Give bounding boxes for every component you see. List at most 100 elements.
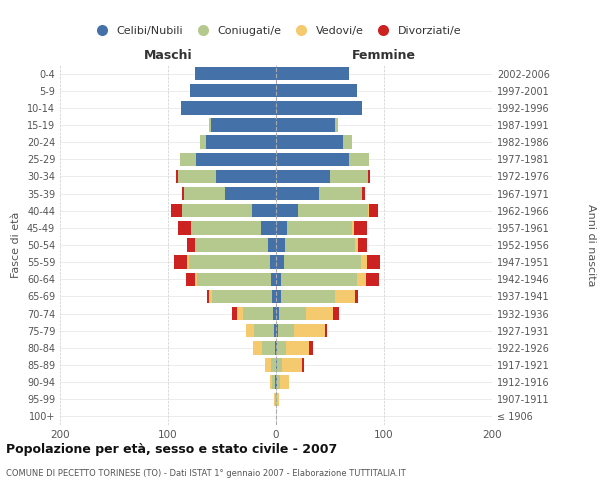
Bar <box>268 238 276 252</box>
Bar <box>209 290 212 303</box>
Bar <box>352 221 354 234</box>
Bar <box>175 256 187 269</box>
Bar <box>195 238 268 252</box>
Bar <box>362 187 365 200</box>
Bar <box>261 221 276 234</box>
Bar <box>271 358 276 372</box>
Bar <box>273 307 276 320</box>
Bar <box>276 290 281 303</box>
Bar <box>272 376 275 389</box>
Bar <box>368 204 369 218</box>
Bar <box>206 136 276 149</box>
Bar <box>280 376 289 389</box>
Bar <box>276 84 357 98</box>
Bar <box>284 238 355 252</box>
Bar <box>343 136 352 149</box>
Bar <box>276 341 277 354</box>
Bar <box>178 221 191 234</box>
Bar <box>283 358 302 372</box>
Bar <box>200 136 206 149</box>
Bar <box>187 238 195 252</box>
Bar <box>180 152 196 166</box>
Bar <box>265 358 271 372</box>
Bar <box>215 170 276 183</box>
Bar <box>302 358 304 372</box>
Bar <box>277 358 283 372</box>
Bar <box>277 341 286 354</box>
Bar <box>182 187 184 200</box>
Bar <box>274 324 276 338</box>
Bar <box>274 392 275 406</box>
Bar <box>277 392 279 406</box>
Bar <box>182 204 252 218</box>
Bar <box>209 118 211 132</box>
Bar <box>269 256 276 269</box>
Bar <box>276 221 287 234</box>
Bar <box>207 290 209 303</box>
Bar <box>276 187 319 200</box>
Bar <box>355 290 358 303</box>
Bar <box>276 256 284 269</box>
Bar <box>181 101 276 114</box>
Bar <box>276 67 349 80</box>
Bar <box>278 324 295 338</box>
Bar <box>286 341 310 354</box>
Bar <box>287 221 352 234</box>
Text: Maschi: Maschi <box>143 48 193 62</box>
Bar <box>262 341 275 354</box>
Bar <box>281 290 335 303</box>
Bar <box>187 272 195 286</box>
Bar <box>368 170 370 183</box>
Bar <box>276 152 349 166</box>
Bar <box>253 341 262 354</box>
Bar <box>184 187 225 200</box>
Bar <box>357 272 365 286</box>
Bar <box>349 152 369 166</box>
Bar <box>276 376 277 389</box>
Bar <box>276 118 335 132</box>
Bar <box>176 170 178 183</box>
Bar <box>335 290 355 303</box>
Bar <box>295 324 325 338</box>
Bar <box>310 341 313 354</box>
Bar <box>246 324 254 338</box>
Bar <box>275 392 276 406</box>
Bar <box>195 272 197 286</box>
Bar <box>298 204 368 218</box>
Bar <box>225 187 276 200</box>
Bar <box>365 272 379 286</box>
Bar <box>279 307 306 320</box>
Text: Anni di nascita: Anni di nascita <box>586 204 596 286</box>
Bar <box>358 238 367 252</box>
Bar <box>171 204 182 218</box>
Bar <box>195 67 276 80</box>
Bar <box>190 84 276 98</box>
Bar <box>232 307 237 320</box>
Bar <box>281 272 357 286</box>
Text: COMUNE DI PECETTO TORINESE (TO) - Dati ISTAT 1° gennaio 2007 - Elaborazione TUTT: COMUNE DI PECETTO TORINESE (TO) - Dati I… <box>6 469 406 478</box>
Bar <box>276 170 330 183</box>
Bar <box>178 170 215 183</box>
Bar <box>269 376 272 389</box>
Bar <box>276 392 277 406</box>
Bar <box>277 376 280 389</box>
Legend: Celibi/Nubili, Coniugati/e, Vedovi/e, Divorziati/e: Celibi/Nubili, Coniugati/e, Vedovi/e, Di… <box>88 24 464 38</box>
Bar <box>284 256 361 269</box>
Bar <box>276 204 298 218</box>
Bar <box>276 324 278 338</box>
Bar <box>211 118 276 132</box>
Bar <box>276 358 277 372</box>
Y-axis label: Fasce di età: Fasce di età <box>11 212 21 278</box>
Bar <box>191 221 261 234</box>
Bar <box>306 307 333 320</box>
Bar <box>212 290 272 303</box>
Bar <box>275 341 276 354</box>
Bar <box>319 187 362 200</box>
Bar <box>242 307 273 320</box>
Bar <box>276 307 279 320</box>
Bar <box>333 307 338 320</box>
Bar <box>272 290 276 303</box>
Bar <box>335 118 338 132</box>
Bar <box>325 324 327 338</box>
Bar <box>188 256 269 269</box>
